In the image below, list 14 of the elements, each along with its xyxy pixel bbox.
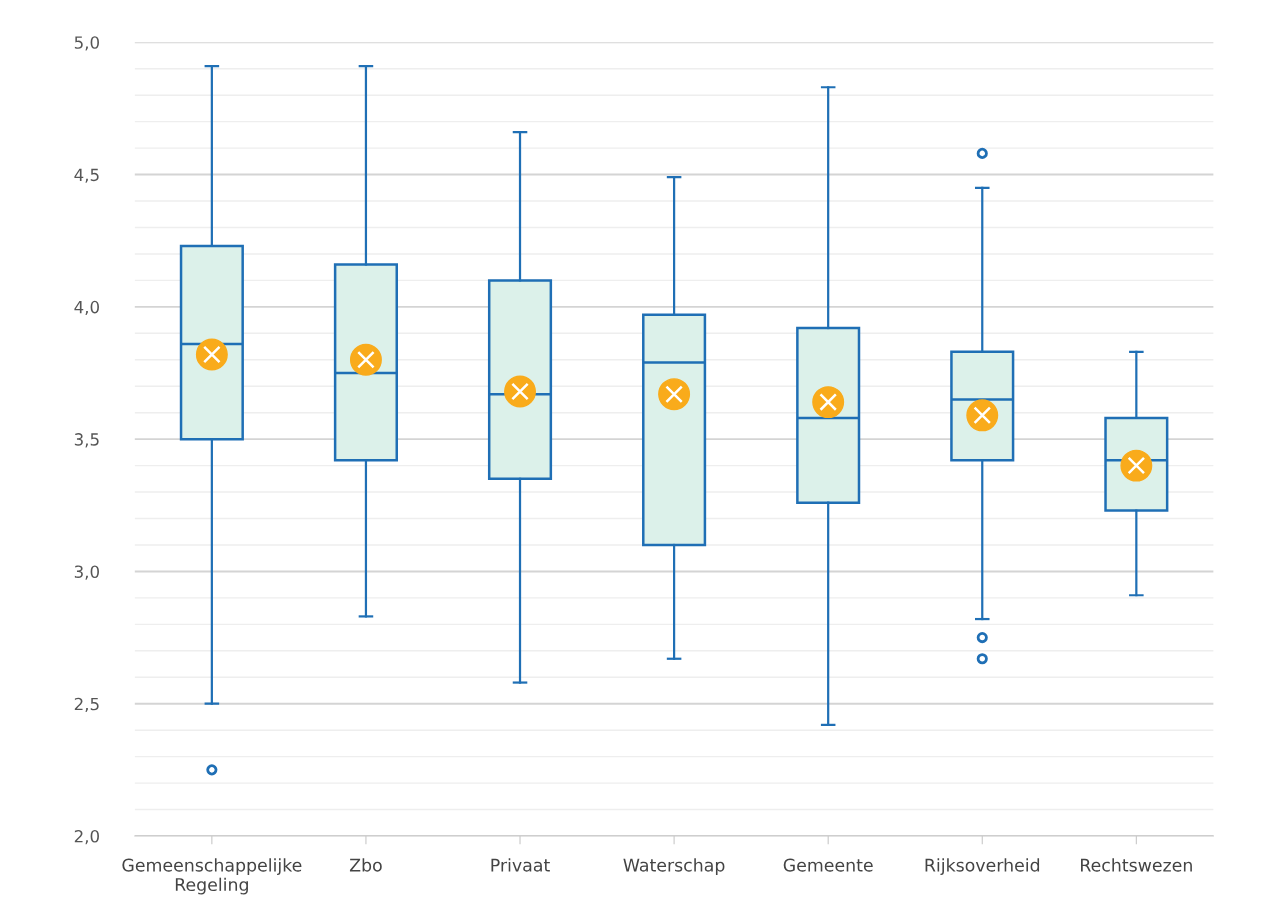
x-tick-label: Zbo: [349, 858, 382, 872]
y-tick-label: 5,0: [74, 36, 99, 51]
x-tick-label: Rechtswezen: [1081, 858, 1192, 872]
x-tick-label: Gemeente: [783, 858, 873, 872]
y-tick-label: 2,5: [74, 697, 99, 712]
x-tick-label: Waterschap: [623, 858, 725, 876]
x-tick-label: Rijksoverheid: [925, 858, 1040, 876]
y-tick-label: 3,0: [74, 565, 99, 580]
y-tick-label: 2,0: [74, 829, 99, 845]
y-tick-label: 4,0: [74, 300, 99, 316]
y-tick-label: 4,5: [74, 168, 99, 183]
x-tick-label: Privaat: [491, 858, 550, 872]
y-tick-label: 3,5: [74, 433, 99, 448]
x-tick-label: Gemeenschappelijke Regeling: [122, 858, 302, 895]
